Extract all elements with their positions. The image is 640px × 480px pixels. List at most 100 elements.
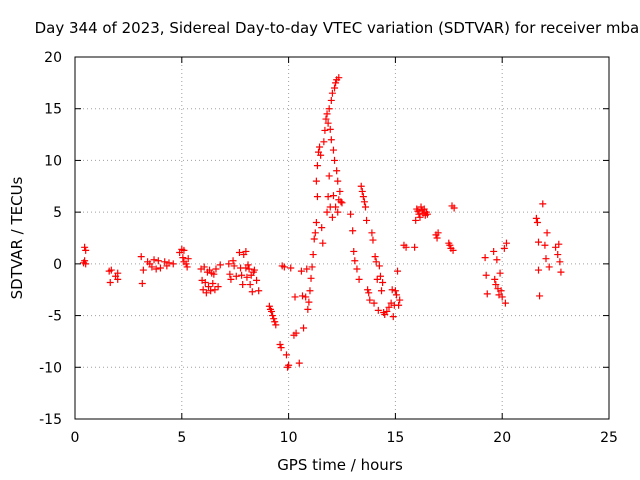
- y-tick-label: 10: [44, 153, 62, 169]
- data-point: [255, 287, 263, 295]
- data-point: [334, 177, 342, 185]
- data-point: [305, 298, 313, 306]
- data-point: [137, 253, 145, 261]
- data-point: [244, 261, 252, 269]
- data-point: [272, 321, 280, 329]
- data-point: [347, 210, 355, 218]
- data-point: [379, 278, 387, 286]
- y-tick-label: 5: [53, 205, 62, 221]
- data-point: [337, 198, 345, 206]
- x-tick-label: 10: [280, 430, 298, 446]
- data-point: [81, 243, 89, 251]
- data-point: [265, 302, 273, 310]
- data-point: [226, 270, 234, 278]
- data-point: [481, 254, 489, 262]
- data-point: [242, 247, 250, 255]
- data-point: [138, 280, 146, 288]
- data-point: [306, 287, 314, 295]
- data-point: [433, 234, 441, 242]
- data-point: [358, 187, 366, 195]
- x-tick-label: 25: [600, 430, 618, 446]
- data-point: [309, 251, 317, 259]
- chart-title: Day 344 of 2023, Sidereal Day-to-day VTE…: [35, 19, 640, 37]
- data-point: [535, 266, 543, 274]
- data-point: [207, 287, 215, 295]
- data-point: [370, 299, 378, 307]
- data-point: [210, 270, 218, 278]
- data-point: [202, 289, 210, 297]
- data-point: [310, 235, 318, 243]
- data-point: [332, 203, 340, 211]
- data-point: [355, 275, 363, 283]
- data-point: [364, 286, 372, 294]
- data-point: [82, 260, 90, 268]
- data-point: [239, 281, 247, 289]
- y-tick-label: -10: [39, 360, 62, 376]
- data-point: [332, 79, 340, 87]
- data-point: [287, 264, 295, 272]
- data-point: [450, 204, 458, 212]
- data-point: [496, 269, 504, 277]
- data-point: [313, 162, 321, 170]
- data-point: [81, 257, 89, 265]
- data-point: [338, 199, 346, 207]
- data-point: [304, 305, 312, 313]
- data-point: [209, 280, 217, 288]
- data-point: [327, 136, 335, 144]
- data-point: [351, 257, 359, 265]
- data-point: [107, 266, 115, 274]
- data-point: [331, 156, 339, 164]
- data-point: [269, 312, 277, 320]
- data-point: [156, 264, 164, 272]
- data-point: [383, 307, 391, 315]
- data-point: [483, 290, 491, 298]
- data-point: [402, 243, 410, 251]
- data-point: [331, 84, 339, 92]
- data-point: [300, 324, 308, 332]
- data-point: [179, 254, 187, 262]
- data-point: [184, 255, 192, 263]
- data-point: [307, 274, 315, 282]
- data-point: [490, 247, 498, 255]
- data-point: [374, 306, 382, 314]
- data-point: [216, 261, 224, 269]
- data-point: [232, 272, 240, 280]
- data-point: [491, 275, 499, 283]
- data-point: [360, 198, 368, 206]
- data-point: [500, 244, 508, 252]
- data-point: [211, 286, 219, 294]
- data-point: [106, 278, 114, 286]
- axis-ticks: 0 5 10 15 20 25 -15 -10 -5 0 5 10 15 20: [39, 50, 618, 446]
- data-point: [200, 263, 208, 271]
- data-point: [248, 288, 256, 296]
- data-point: [368, 229, 376, 237]
- x-tick-label: 20: [493, 430, 511, 446]
- data-point: [412, 216, 420, 224]
- data-point: [322, 115, 330, 123]
- data-point: [385, 303, 393, 311]
- data-point: [325, 172, 333, 180]
- data-point: [323, 110, 331, 118]
- data-point: [316, 143, 324, 151]
- data-point: [320, 138, 328, 146]
- data-point: [492, 281, 500, 289]
- data-point: [205, 283, 212, 291]
- data-point: [214, 283, 222, 291]
- data-point: [271, 318, 279, 326]
- data-point: [180, 246, 188, 254]
- data-point: [270, 315, 278, 323]
- grid-lines: [75, 57, 609, 419]
- data-point: [493, 256, 501, 264]
- data-point: [394, 267, 402, 275]
- data-point: [333, 167, 341, 175]
- data-point: [373, 275, 381, 283]
- data-point: [238, 271, 246, 279]
- data-point: [533, 218, 541, 226]
- data-point: [371, 253, 379, 261]
- data-point: [253, 276, 261, 284]
- data-point: [152, 265, 160, 273]
- data-point: [319, 239, 327, 247]
- data-point: [392, 291, 400, 299]
- data-point: [154, 257, 162, 265]
